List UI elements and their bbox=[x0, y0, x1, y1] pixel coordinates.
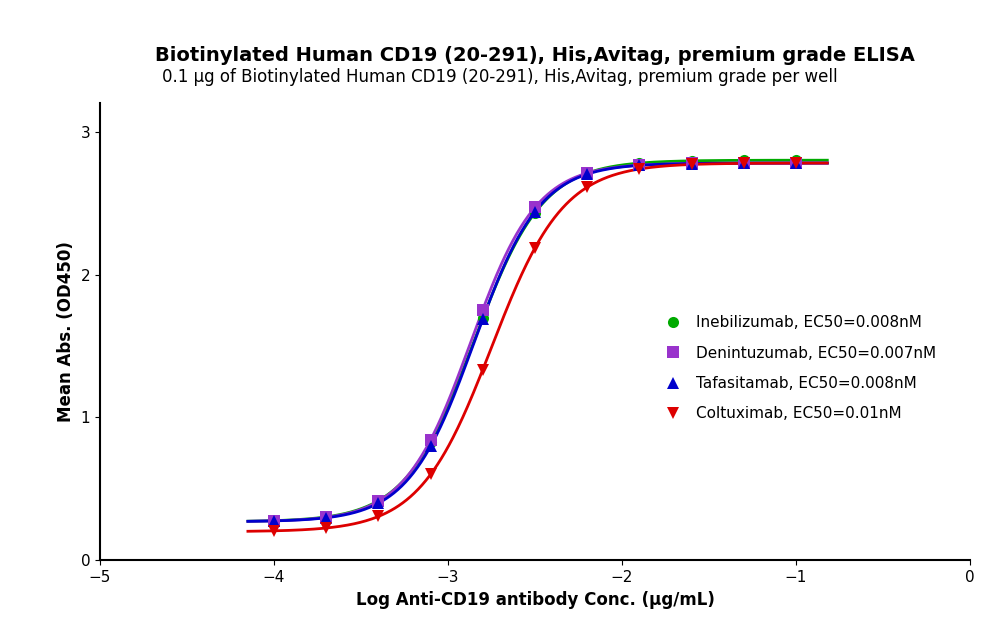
Inebilizumab, EC50=0.008nM bbox=[633, 159, 645, 167]
Denintuzumab, EC50=0.007nM bbox=[425, 436, 437, 444]
Coltuximab, EC50=0.01nM bbox=[738, 160, 750, 167]
Inebilizumab, EC50=0.008nM bbox=[529, 209, 541, 216]
Inebilizumab, EC50=0.008nM bbox=[581, 169, 593, 177]
Inebilizumab, EC50=0.008nM bbox=[320, 513, 332, 521]
Legend: Inebilizumab, EC50=0.008nM, Denintuzumab, EC50=0.007nM, Tafasitamab, EC50=0.008n: Inebilizumab, EC50=0.008nM, Denintuzumab… bbox=[659, 316, 936, 421]
Tafasitamab, EC50=0.008nM bbox=[738, 159, 750, 167]
Tafasitamab, EC50=0.008nM bbox=[425, 442, 437, 450]
Y-axis label: Mean Abs. (OD450): Mean Abs. (OD450) bbox=[57, 242, 75, 422]
Denintuzumab, EC50=0.007nM bbox=[477, 306, 489, 314]
Denintuzumab, EC50=0.007nM bbox=[581, 169, 593, 177]
Coltuximab, EC50=0.01nM bbox=[268, 527, 280, 535]
Denintuzumab, EC50=0.007nM bbox=[320, 513, 332, 521]
Coltuximab, EC50=0.01nM bbox=[790, 159, 802, 167]
Text: 0.1 μg of Biotinylated Human CD19 (20-291), His,Avitag, premium grade per well: 0.1 μg of Biotinylated Human CD19 (20-29… bbox=[162, 68, 838, 86]
Title: Biotinylated Human CD19 (20-291), His,Avitag, premium grade ELISA: Biotinylated Human CD19 (20-291), His,Av… bbox=[155, 46, 915, 66]
Inebilizumab, EC50=0.008nM bbox=[738, 156, 750, 164]
Denintuzumab, EC50=0.007nM bbox=[686, 160, 698, 167]
Inebilizumab, EC50=0.008nM bbox=[425, 439, 437, 446]
Inebilizumab, EC50=0.008nM bbox=[372, 497, 384, 504]
Inebilizumab, EC50=0.008nM bbox=[686, 157, 698, 165]
Line: Denintuzumab, EC50=0.007nM: Denintuzumab, EC50=0.007nM bbox=[268, 158, 802, 526]
Coltuximab, EC50=0.01nM bbox=[529, 244, 541, 252]
Line: Coltuximab, EC50=0.01nM: Coltuximab, EC50=0.01nM bbox=[268, 158, 802, 536]
Coltuximab, EC50=0.01nM bbox=[425, 471, 437, 478]
Denintuzumab, EC50=0.007nM bbox=[790, 159, 802, 167]
Denintuzumab, EC50=0.007nM bbox=[529, 204, 541, 211]
X-axis label: Log Anti-CD19 antibody Conc. (μg/mL): Log Anti-CD19 antibody Conc. (μg/mL) bbox=[356, 591, 714, 609]
Coltuximab, EC50=0.01nM bbox=[372, 513, 384, 520]
Line: Inebilizumab, EC50=0.008nM: Inebilizumab, EC50=0.008nM bbox=[268, 155, 802, 526]
Inebilizumab, EC50=0.008nM bbox=[790, 156, 802, 164]
Tafasitamab, EC50=0.008nM bbox=[477, 315, 489, 323]
Tafasitamab, EC50=0.008nM bbox=[633, 162, 645, 169]
Coltuximab, EC50=0.01nM bbox=[477, 366, 489, 374]
Inebilizumab, EC50=0.008nM bbox=[477, 314, 489, 322]
Coltuximab, EC50=0.01nM bbox=[633, 165, 645, 173]
Denintuzumab, EC50=0.007nM bbox=[633, 161, 645, 169]
Tafasitamab, EC50=0.008nM bbox=[581, 170, 593, 178]
Inebilizumab, EC50=0.008nM bbox=[268, 516, 280, 524]
Coltuximab, EC50=0.01nM bbox=[320, 524, 332, 532]
Tafasitamab, EC50=0.008nM bbox=[790, 159, 802, 167]
Line: Tafasitamab, EC50=0.008nM: Tafasitamab, EC50=0.008nM bbox=[268, 158, 802, 526]
Tafasitamab, EC50=0.008nM bbox=[686, 160, 698, 167]
Tafasitamab, EC50=0.008nM bbox=[529, 208, 541, 216]
Tafasitamab, EC50=0.008nM bbox=[268, 517, 280, 525]
Denintuzumab, EC50=0.007nM bbox=[372, 497, 384, 505]
Coltuximab, EC50=0.01nM bbox=[686, 160, 698, 168]
Denintuzumab, EC50=0.007nM bbox=[268, 517, 280, 525]
Tafasitamab, EC50=0.008nM bbox=[372, 499, 384, 507]
Denintuzumab, EC50=0.007nM bbox=[738, 159, 750, 167]
Tafasitamab, EC50=0.008nM bbox=[320, 514, 332, 522]
Coltuximab, EC50=0.01nM bbox=[581, 184, 593, 191]
